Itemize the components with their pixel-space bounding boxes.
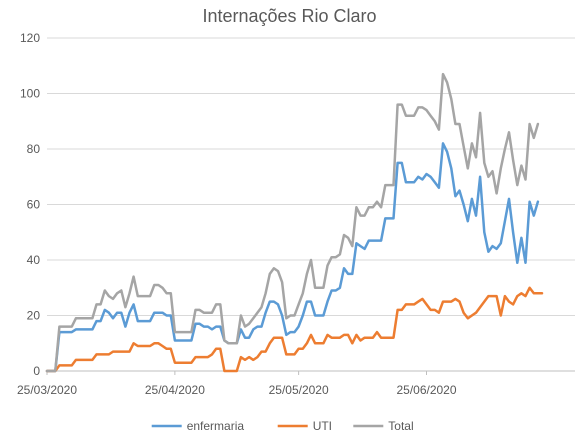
legend-label: enfermaria [187,419,245,433]
legend-item-total: Total [353,419,414,433]
y-axis: 0 20 40 60 80 100 120 [20,31,40,378]
y-tick-label: 0 [33,364,40,378]
series-line-total [45,72,540,373]
x-tick-label: 25/06/2020 [396,383,456,397]
x-axis: 25/03/2020 25/04/2020 25/05/2020 25/06/2020 [17,371,457,397]
x-tick-label: 25/03/2020 [17,383,77,397]
y-tick-label: 20 [27,309,41,323]
x-tick-label: 25/04/2020 [145,383,205,397]
series-line-uti [45,286,544,373]
legend-item-enfermaria: enfermaria [151,419,245,433]
y-tick-label: 60 [27,198,41,212]
legend: enfermaria UTI Total [151,419,414,433]
series-line-enfermaria [45,142,540,373]
y-tick-label: 120 [20,31,40,45]
series-group [45,72,544,373]
gridlines [47,37,575,372]
x-tick-label: 25/05/2020 [269,383,329,397]
y-tick-label: 40 [27,253,41,267]
y-tick-label: 80 [27,142,41,156]
legend-label: UTI [313,419,332,433]
legend-label: Total [388,419,413,433]
legend-item-uti: UTI [277,419,332,433]
y-tick-label: 100 [20,87,40,101]
chart-title: Internações Rio Claro [202,6,376,26]
